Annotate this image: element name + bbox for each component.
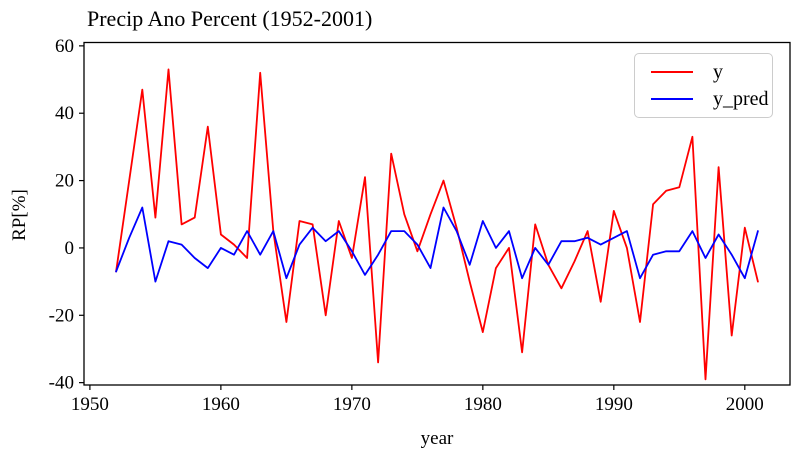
x-tick-label: 2000 xyxy=(726,394,764,415)
legend-label-y-pred: y_pred xyxy=(713,88,769,110)
y-axis-label: RP[%] xyxy=(9,189,30,241)
y-tick-label: 60 xyxy=(55,36,74,57)
legend-line-sample-y-pred xyxy=(651,98,693,100)
legend-label-y: y xyxy=(713,61,723,83)
x-tick-label: 1950 xyxy=(71,394,109,415)
x-axis-label: year xyxy=(420,428,454,449)
y-tick-label: 20 xyxy=(55,171,74,192)
x-tick-label: 1980 xyxy=(464,394,502,415)
y-tick-label: -40 xyxy=(49,373,74,394)
chart-title: Precip Ano Percent (1952-2001) xyxy=(87,6,373,31)
legend-line-sample-y xyxy=(651,71,693,73)
legend-entry-y: y xyxy=(635,59,772,85)
x-tick-label: 1990 xyxy=(595,394,633,415)
y-tick-label: 40 xyxy=(55,103,74,124)
y-tick-label: 0 xyxy=(65,238,75,259)
y-tick-label: -20 xyxy=(49,305,74,326)
x-tick-label: 1960 xyxy=(202,394,240,415)
axes-frame xyxy=(83,41,791,386)
x-tick-label: 1970 xyxy=(333,394,371,415)
legend-entry-y-pred: y_pred xyxy=(635,86,772,112)
legend: y y_pred xyxy=(634,53,773,118)
series-line-y xyxy=(115,68,759,381)
series-line-y_pred xyxy=(115,206,759,283)
